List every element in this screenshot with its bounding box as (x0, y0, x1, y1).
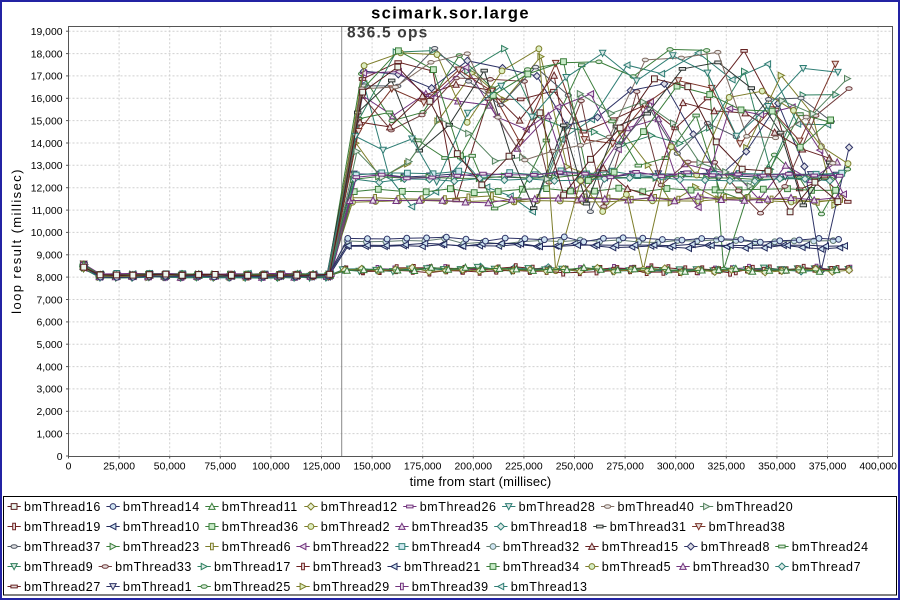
svg-text:bmThread32: bmThread32 (503, 540, 580, 554)
svg-text:bmThread35: bmThread35 (412, 520, 489, 534)
svg-text:bmThread27: bmThread27 (24, 580, 101, 594)
svg-text:bmThread16: bmThread16 (24, 500, 101, 514)
svg-text:bmThread10: bmThread10 (123, 520, 200, 534)
svg-text:bmThread26: bmThread26 (420, 500, 497, 514)
svg-text:50,000: 50,000 (154, 462, 186, 473)
svg-text:19,000: 19,000 (31, 27, 63, 38)
svg-text:350,000: 350,000 (758, 462, 796, 473)
svg-text:bmThread40: bmThread40 (618, 500, 695, 514)
svg-text:bmThread3: bmThread3 (313, 560, 382, 574)
svg-text:bmThread12: bmThread12 (321, 500, 398, 514)
svg-text:375,000: 375,000 (809, 462, 847, 473)
svg-text:18,000: 18,000 (31, 49, 63, 60)
svg-text:325,000: 325,000 (708, 462, 746, 473)
svg-text:10,000: 10,000 (31, 228, 63, 239)
svg-text:bmThread11: bmThread11 (222, 500, 298, 514)
svg-text:16,000: 16,000 (31, 94, 63, 105)
svg-text:200,000: 200,000 (455, 462, 493, 473)
svg-text:bmThread39: bmThread39 (412, 580, 489, 594)
svg-text:225,000: 225,000 (505, 462, 543, 473)
svg-text:275,000: 275,000 (606, 462, 644, 473)
svg-text:bmThread15: bmThread15 (602, 540, 679, 554)
svg-text:17,000: 17,000 (31, 72, 63, 83)
svg-text:4,000: 4,000 (36, 362, 62, 373)
svg-text:bmThread25: bmThread25 (214, 580, 291, 594)
svg-text:bmThread20: bmThread20 (716, 500, 793, 514)
svg-text:250,000: 250,000 (556, 462, 594, 473)
svg-text:5,000: 5,000 (36, 340, 62, 351)
svg-text:bmThread4: bmThread4 (412, 540, 481, 554)
svg-text:bmThread19: bmThread19 (24, 520, 101, 534)
svg-text:bmThread2: bmThread2 (321, 520, 390, 534)
svg-text:bmThread18: bmThread18 (511, 520, 588, 534)
svg-text:6,000: 6,000 (36, 318, 62, 329)
svg-text:time from start (millisec): time from start (millisec) (410, 474, 552, 489)
svg-text:bmThread34: bmThread34 (503, 560, 580, 574)
svg-text:bmThread5: bmThread5 (602, 560, 671, 574)
svg-text:9,000: 9,000 (36, 251, 62, 262)
svg-text:bmThread13: bmThread13 (511, 580, 588, 594)
svg-text:bmThread36: bmThread36 (222, 520, 299, 534)
svg-text:7,000: 7,000 (36, 295, 62, 306)
svg-text:836.5 ops: 836.5 ops (347, 25, 428, 42)
svg-text:bmThread31: bmThread31 (610, 520, 687, 534)
svg-text:bmThread22: bmThread22 (313, 540, 390, 554)
svg-text:bmThread37: bmThread37 (24, 540, 101, 554)
svg-text:bmThread24: bmThread24 (792, 540, 869, 554)
svg-text:125,000: 125,000 (303, 462, 341, 473)
svg-text:scimark.sor.large: scimark.sor.large (371, 5, 530, 23)
svg-text:300,000: 300,000 (657, 462, 695, 473)
svg-text:8,000: 8,000 (36, 273, 62, 284)
svg-text:bmThread28: bmThread28 (519, 500, 596, 514)
svg-text:bmThread33: bmThread33 (115, 560, 192, 574)
svg-text:bmThread23: bmThread23 (123, 540, 200, 554)
svg-text:bmThread17: bmThread17 (214, 560, 291, 574)
svg-text:14,000: 14,000 (31, 139, 63, 150)
svg-text:175,000: 175,000 (404, 462, 442, 473)
svg-text:75,000: 75,000 (204, 462, 236, 473)
svg-text:100,000: 100,000 (252, 462, 290, 473)
svg-text:12,000: 12,000 (31, 184, 63, 195)
svg-text:bmThread7: bmThread7 (792, 560, 861, 574)
svg-text:0: 0 (57, 452, 63, 463)
svg-text:3,000: 3,000 (36, 385, 62, 396)
svg-text:bmThread14: bmThread14 (123, 500, 200, 514)
svg-text:bmThread6: bmThread6 (222, 540, 291, 554)
svg-text:bmThread9: bmThread9 (24, 560, 93, 574)
svg-text:bmThread8: bmThread8 (701, 540, 770, 554)
svg-text:bmThread21: bmThread21 (404, 560, 481, 574)
svg-text:bmThread30: bmThread30 (693, 560, 770, 574)
svg-text:11,000: 11,000 (31, 206, 62, 217)
svg-text:0: 0 (66, 462, 72, 473)
svg-text:13,000: 13,000 (31, 161, 63, 172)
svg-text:150,000: 150,000 (353, 462, 391, 473)
svg-text:15,000: 15,000 (31, 116, 63, 127)
svg-text:bmThread1: bmThread1 (123, 580, 192, 594)
svg-text:loop result (millisec): loop result (millisec) (9, 168, 24, 314)
svg-text:25,000: 25,000 (103, 462, 135, 473)
svg-text:1,000: 1,000 (36, 429, 62, 440)
svg-text:2,000: 2,000 (36, 407, 62, 418)
svg-text:bmThread38: bmThread38 (709, 520, 786, 534)
svg-text:bmThread29: bmThread29 (313, 580, 390, 594)
svg-text:400,000: 400,000 (859, 462, 897, 473)
